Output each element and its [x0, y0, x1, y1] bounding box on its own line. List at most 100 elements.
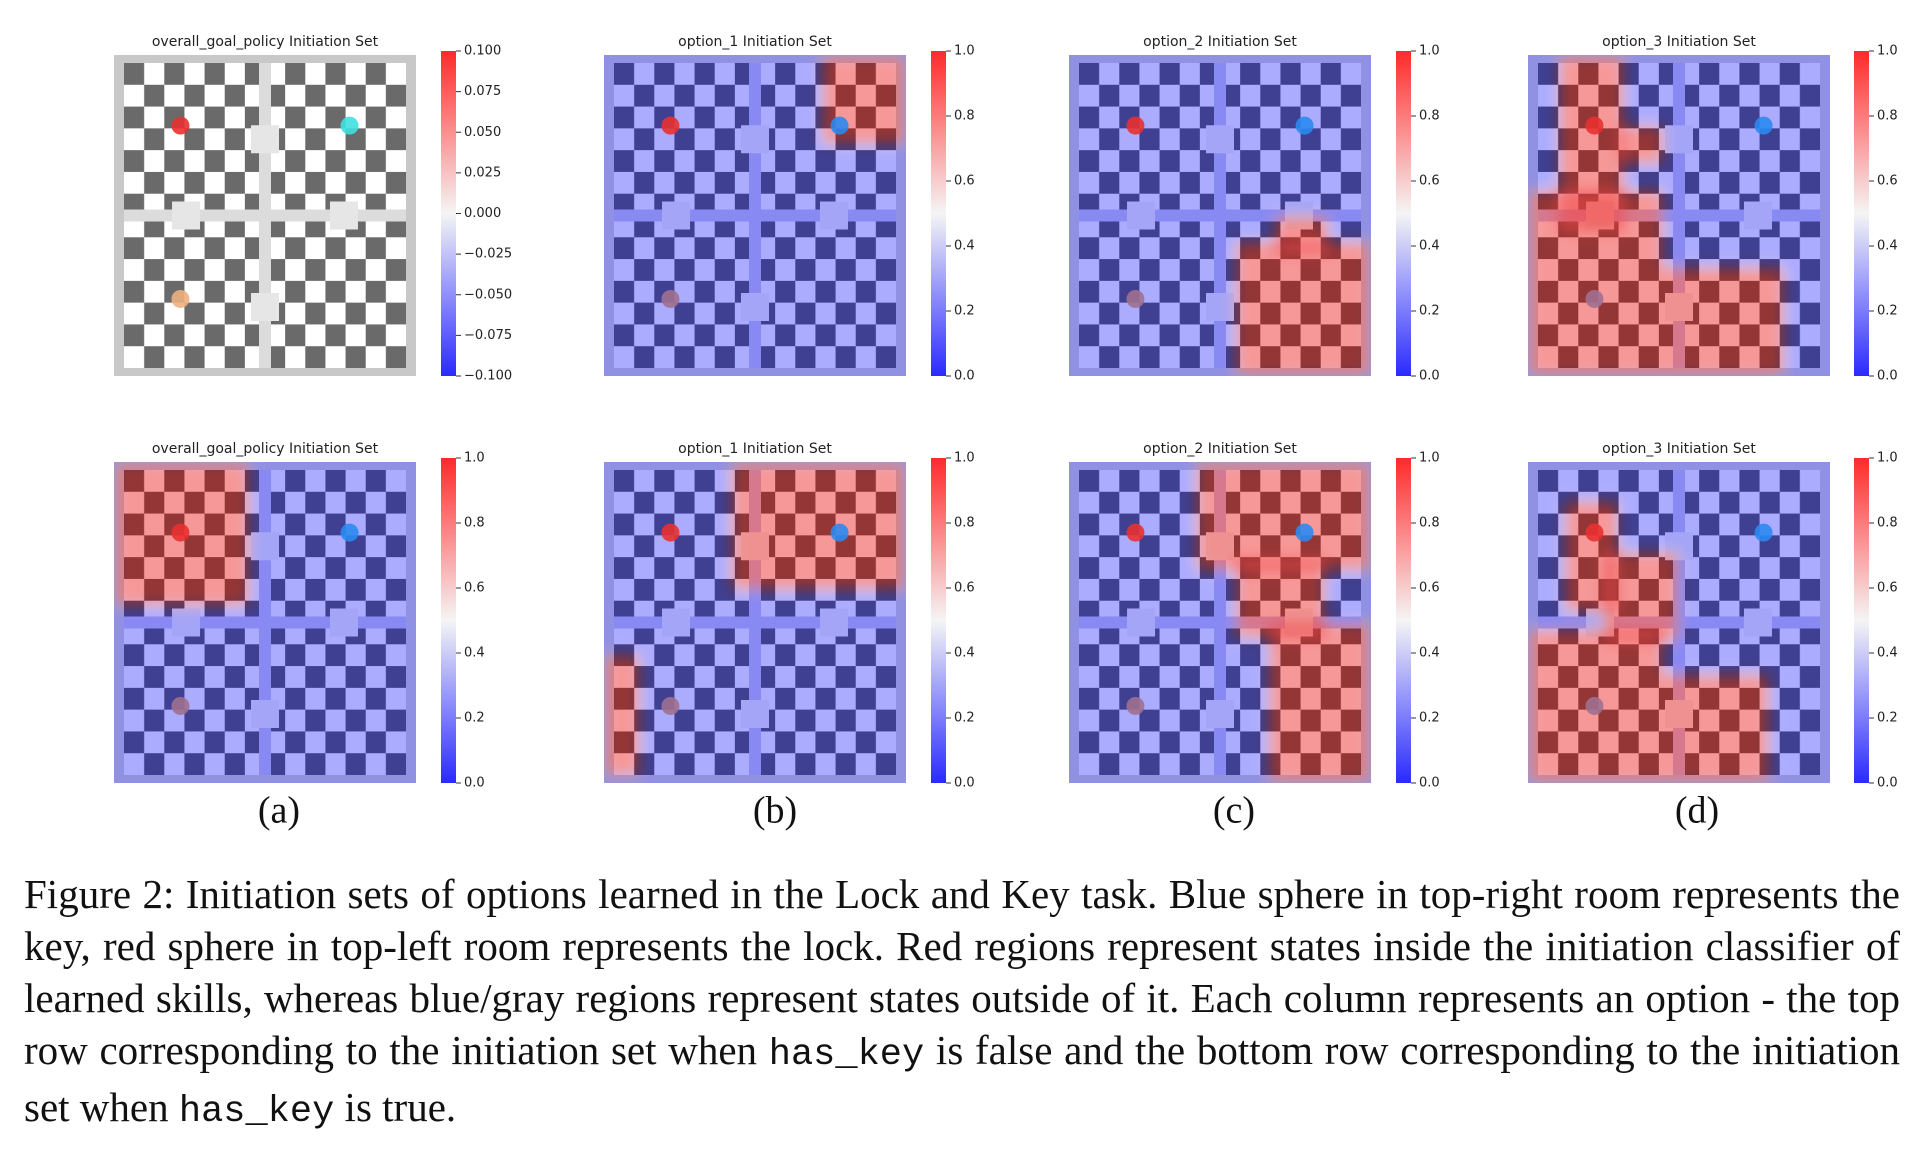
sphere: [661, 696, 680, 715]
caption-text: is true.: [334, 1084, 457, 1130]
colorbar-tick-label: 0.4: [1877, 239, 1898, 254]
colorbar-tick-label: 0.0: [1419, 369, 1440, 384]
colorbar-tick-label: 0.6: [464, 581, 485, 596]
sphere: [1295, 523, 1314, 542]
colorbar-tick-label: 0.0: [954, 369, 975, 384]
colorbar-tick-label: 0.4: [1419, 646, 1440, 661]
maze-door: [251, 293, 279, 321]
sphere: [661, 523, 680, 542]
maze-door: [329, 201, 358, 230]
panel-title: option_1 Initiation Set: [678, 441, 832, 457]
sphere: [1585, 116, 1604, 135]
colorbar-tick-label: 0.2: [954, 304, 975, 319]
colorbar-tick-label: 0.050: [464, 125, 501, 140]
colorbar: [931, 458, 946, 783]
caption-text: is false and the bottom row correspondin…: [24, 1027, 1900, 1130]
colorbar-tick-label: −0.025: [464, 247, 512, 262]
colorbar-tick-label: 1.0: [1877, 44, 1898, 59]
colorbar-tick-label: 0.4: [954, 646, 975, 661]
sphere: [1126, 116, 1145, 135]
sphere: [1126, 289, 1145, 308]
panel: option_2 Initiation Set 0.0 0.2 0.4 0.6 0.8 1.…: [1069, 34, 1440, 384]
colorbar: [1396, 458, 1411, 783]
colorbar-tick-label: 0.6: [954, 581, 975, 596]
panel: option_3 Initiation Set 0.0 0.2 0.4 0.6 0.8 1.…: [1528, 34, 1898, 384]
outside-region: [1069, 55, 1371, 376]
colorbar-tick-label: 0.6: [1419, 174, 1440, 189]
sphere: [1585, 696, 1604, 715]
colorbar-tick-label: 0.8: [1419, 109, 1440, 124]
colorbar: [1396, 51, 1411, 376]
colorbar-tick-label: 1.0: [954, 451, 975, 466]
sphere: [340, 523, 359, 542]
colorbar-tick-label: −0.100: [464, 369, 512, 384]
caption-text: Figure 2: Initiation sets of options lea…: [24, 871, 1900, 1073]
colorbar: [441, 51, 456, 376]
colorbar-tick-label: 0.0: [954, 776, 975, 791]
colorbar-tick-label: 0.8: [1419, 516, 1440, 531]
sphere: [661, 116, 680, 135]
sphere: [171, 523, 190, 542]
outside-region: [604, 462, 906, 783]
colorbar-tick-label: 0.2: [1877, 711, 1898, 726]
subfigure-label: (a): [258, 790, 300, 832]
colorbar-tick-label: 0.0: [1877, 369, 1898, 384]
colorbar-tick-label: 0.2: [1419, 711, 1440, 726]
colorbar-tick-label: 0.8: [1877, 109, 1898, 124]
panel: overall_goal_policy Initiation Set 0.0 0.2…: [114, 441, 485, 791]
colorbar-tick-label: 0.4: [1419, 239, 1440, 254]
caption-text: has_key: [178, 1091, 335, 1133]
colorbar-tick-label: 0.2: [954, 711, 975, 726]
colorbar-tick-label: 0.2: [1419, 304, 1440, 319]
colorbar-tick-label: 0.8: [954, 516, 975, 531]
sphere: [830, 523, 849, 542]
sphere: [1754, 523, 1773, 542]
maze-door: [251, 125, 279, 154]
colorbar-tick-label: 1.0: [954, 44, 975, 59]
maze-door: [172, 201, 201, 230]
colorbar-tick-label: 0.6: [1877, 581, 1898, 596]
colorbar-tick-label: 1.0: [1419, 451, 1440, 466]
colorbar: [441, 458, 456, 783]
colorbar-tick-label: 0.100: [464, 44, 501, 59]
colorbar-tick-label: 1.0: [1877, 451, 1898, 466]
colorbar: [1854, 458, 1869, 783]
colorbar-tick-label: 0.0: [1877, 776, 1898, 791]
colorbar-tick-label: 1.0: [464, 451, 485, 466]
subfigure-label: (b): [753, 790, 797, 832]
colorbar-tick-label: 0.4: [464, 646, 485, 661]
outside-region: [1528, 55, 1830, 376]
figure: overall_goal_policy Initiation Set 0.100 0…: [114, 34, 1898, 832]
colorbar-tick-label: −0.075: [464, 328, 512, 343]
colorbar-tick-label: 0.6: [954, 174, 975, 189]
colorbar-tick-label: 0.8: [1877, 516, 1898, 531]
maze-wall: [124, 209, 406, 222]
panel-title: option_3 Initiation Set: [1602, 441, 1756, 457]
subfigure-label: (d): [1675, 790, 1719, 832]
panel-title: overall_goal_policy Initiation Set: [152, 441, 379, 457]
colorbar-tick-label: 0.025: [464, 165, 501, 180]
colorbar-tick-label: 0.8: [464, 516, 485, 531]
sphere: [1126, 523, 1145, 542]
colorbar-tick-label: 0.4: [954, 239, 975, 254]
colorbar-tick-label: 0.0: [464, 776, 485, 791]
colorbar-tick-label: 0.075: [464, 84, 501, 99]
colorbar-tick-label: 0.000: [464, 206, 501, 221]
sphere: [340, 116, 359, 135]
panel: overall_goal_policy Initiation Set 0.100 0…: [114, 34, 512, 384]
sphere: [171, 116, 190, 135]
sphere: [830, 116, 849, 135]
sphere: [1126, 696, 1145, 715]
outside-region: [114, 462, 416, 783]
colorbar: [1854, 51, 1869, 376]
colorbar-tick-label: 1.0: [1419, 44, 1440, 59]
sphere: [1295, 116, 1314, 135]
colorbar-tick-label: 0.6: [1419, 581, 1440, 596]
outside-region: [1069, 462, 1371, 783]
panel-title: overall_goal_policy Initiation Set: [152, 34, 379, 50]
panel: option_2 Initiation Set 0.0 0.2 0.4 0.6 0.8 1.…: [1069, 441, 1440, 791]
sphere: [1585, 289, 1604, 308]
sphere: [1754, 116, 1773, 135]
caption-text: has_key: [768, 1034, 925, 1076]
